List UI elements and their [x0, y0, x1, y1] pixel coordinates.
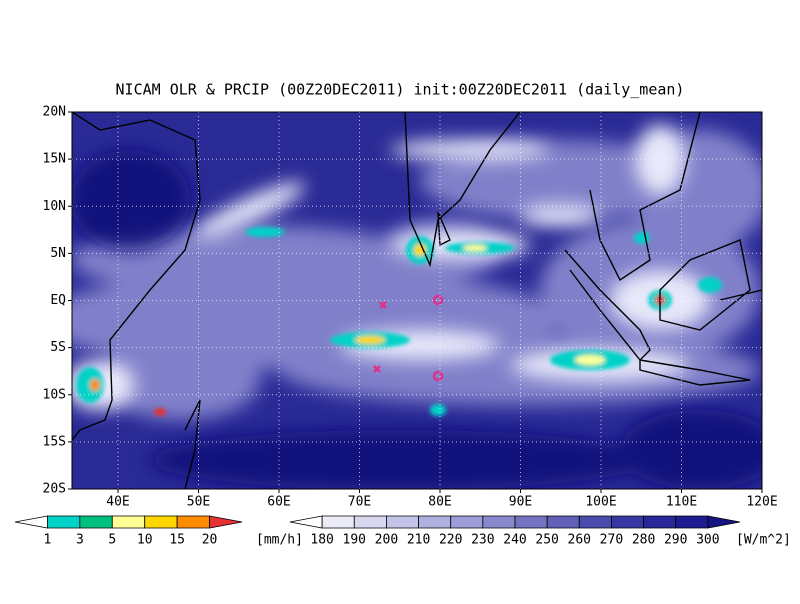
lon-label: 110E: [666, 495, 697, 510]
colorbar-label: 190: [343, 533, 366, 548]
colorbar-swatch: [482, 515, 516, 529]
lat-label: 15N: [43, 152, 66, 167]
colorbar-swatch: [611, 515, 644, 529]
colorbar-swatch: [144, 515, 178, 529]
colorbar-swatch: [289, 515, 323, 529]
colorbar-label: 20: [202, 533, 218, 548]
colorbar-swatch: [386, 515, 419, 529]
colorbar-label: 1: [44, 533, 52, 548]
colorbar-label: 250: [535, 533, 558, 548]
colorbar-label: 3: [76, 533, 84, 548]
lat-label: 15S: [43, 434, 66, 449]
lat-label: 5S: [50, 340, 66, 355]
colorbar-label: 220: [439, 533, 462, 548]
lat-label: 10S: [43, 387, 66, 402]
colorbar-label: 15: [169, 533, 185, 548]
colorbar-label: 240: [503, 533, 526, 548]
colorbar-label: 260: [568, 533, 591, 548]
colorbar-swatch: [14, 515, 48, 529]
colorbar-label: 210: [407, 533, 430, 548]
lon-label: 40E: [106, 495, 129, 510]
colorbar-swatch: [209, 515, 243, 529]
colorbar-swatch: [176, 515, 210, 529]
lat-label: EQ: [50, 293, 66, 308]
colorbar-label: 300: [696, 533, 719, 548]
lon-label: 70E: [348, 495, 371, 510]
colorbar-label: 280: [632, 533, 655, 548]
lat-label: 10N: [43, 199, 66, 214]
colorbar-label: 270: [600, 533, 623, 548]
lon-label: 120E: [746, 495, 777, 510]
colorbar-label: 200: [375, 533, 398, 548]
colorbar-swatch: [353, 515, 387, 529]
colorbar-label: 5: [108, 533, 116, 548]
colorbar-label: 230: [471, 533, 494, 548]
lon-label: 80E: [428, 495, 451, 510]
colorbar-swatch: [418, 515, 452, 529]
map-field: [72, 112, 762, 489]
colorbar-swatch: [79, 515, 113, 529]
lon-label: 100E: [585, 495, 616, 510]
lon-label: 60E: [267, 495, 290, 510]
precip-unit: [mm/h]: [256, 533, 303, 548]
olr-unit: [W/m^2]: [736, 533, 791, 548]
lat-label: 5N: [50, 246, 66, 261]
colorbar-swatch: [111, 515, 146, 529]
lon-label: 50E: [187, 495, 210, 510]
colorbar-swatch: [321, 515, 355, 529]
colorbar-swatch: [514, 515, 548, 529]
colorbar-swatch: [450, 515, 484, 529]
grid: [72, 112, 762, 489]
lat-label: 20N: [43, 105, 66, 120]
colorbar-swatch: [546, 515, 580, 529]
colorbar-label: 290: [664, 533, 687, 548]
colorbar-swatch: [675, 515, 709, 529]
colorbar-label: 180: [310, 533, 333, 548]
map-title: NICAM OLR & PRCIP (00Z20DEC2011) init:00…: [116, 81, 685, 99]
lat-label: 20S: [43, 482, 66, 497]
colorbar-swatch: [643, 515, 677, 529]
colorbar-swatch: [47, 515, 81, 529]
colorbar-label: 10: [137, 533, 153, 548]
colorbar-swatch: [707, 515, 741, 529]
colorbar-swatch: [578, 515, 612, 529]
lon-label: 90E: [509, 495, 532, 510]
